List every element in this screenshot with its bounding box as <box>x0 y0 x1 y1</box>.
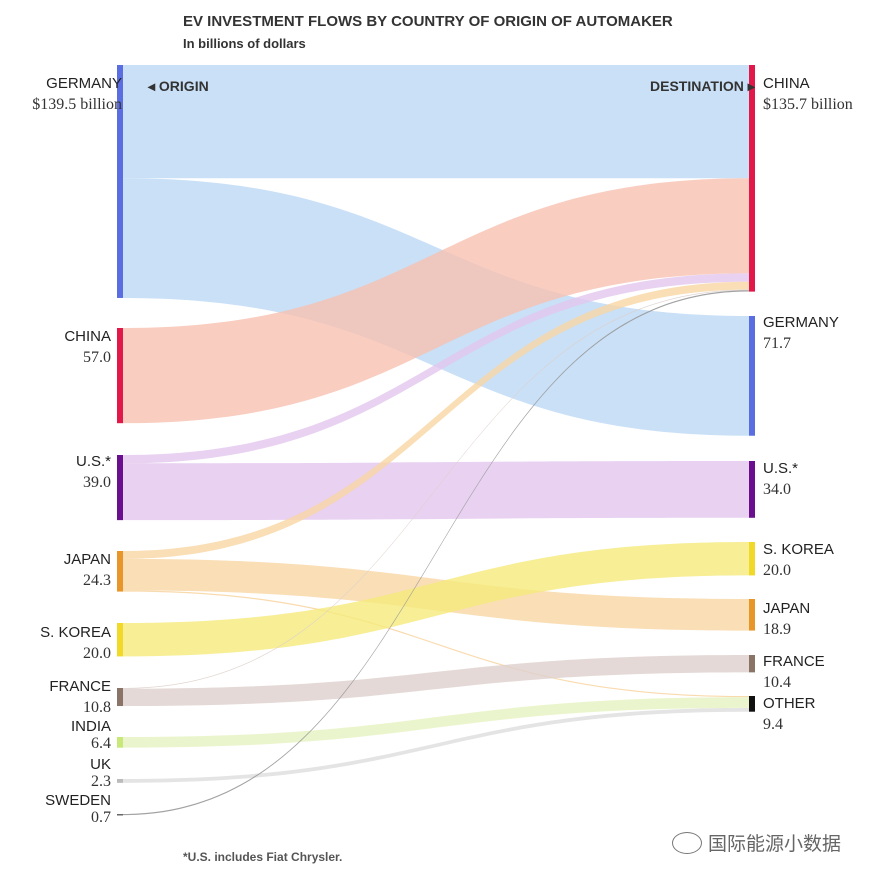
node-name: U.S.* <box>75 453 111 470</box>
destination-node-japan <box>749 599 755 631</box>
node-name: INDIA <box>70 718 111 735</box>
destination-node-germany <box>749 316 755 436</box>
source-node-germany <box>117 65 123 298</box>
source-label-japan: JAPAN 24.3 <box>64 552 111 589</box>
flow-india-to-other <box>123 697 749 748</box>
chart-subtitle: In billions of dollars <box>183 36 306 51</box>
flow-germany-to-china <box>123 65 749 179</box>
node-name: GERMANY <box>46 75 122 92</box>
destination-label-china: CHINA $135.7 billion <box>763 76 853 113</box>
node-value: 18.9 <box>763 621 791 638</box>
flow-france-to-china <box>123 289 749 689</box>
node-name: U.S.* <box>763 460 799 477</box>
source-node-china <box>117 328 123 424</box>
node-name: OTHER <box>763 695 816 712</box>
node-name: CHINA <box>64 328 111 345</box>
node-value: 2.3 <box>91 773 111 790</box>
source-label-india: INDIA 6.4 <box>71 719 111 752</box>
node-value: 20.0 <box>763 562 791 579</box>
node-name: S. KOREA <box>763 541 834 558</box>
source-label-france: FRANCE 10.8 <box>49 679 111 716</box>
node-value: 9.4 <box>763 716 783 733</box>
chart-title: EV INVESTMENT FLOWS BY COUNTRY OF ORIGIN… <box>183 13 673 30</box>
destination-label-us: U.S.* 34.0 <box>763 461 798 498</box>
destination-node-france <box>749 655 755 673</box>
destination-label-other: OTHER 9.4 <box>763 696 816 733</box>
destination-node-china <box>749 65 755 292</box>
node-value: $135.7 billion <box>763 96 853 113</box>
destination-label-france: FRANCE 10.4 <box>763 654 825 691</box>
node-name: CHINA <box>763 75 810 92</box>
node-name: JAPAN <box>63 551 111 568</box>
flow-france-to-france <box>123 655 749 707</box>
source-node-us <box>117 455 123 521</box>
node-value: 6.4 <box>91 735 111 752</box>
source-node-france <box>117 688 123 707</box>
wechat-icon <box>672 831 702 854</box>
node-name: FRANCE <box>49 678 111 695</box>
node-value: 57.0 <box>83 349 111 366</box>
destination-label-japan: JAPAN 18.9 <box>763 601 810 638</box>
caret-left-icon: ◂ <box>148 78 156 94</box>
source-label-china: CHINA 57.0 <box>64 329 111 366</box>
node-name: GERMANY <box>763 314 839 331</box>
source-label-sweden: SWEDEN 0.7 <box>45 793 111 826</box>
node-value: 20.0 <box>83 645 111 662</box>
flow-us-to-china <box>123 273 749 464</box>
destination-node-other <box>749 696 755 712</box>
flow-uk-to-other <box>123 707 749 783</box>
node-value: 39.0 <box>83 474 111 491</box>
destination-label-germany: GERMANY 71.7 <box>763 315 839 352</box>
flow-japan-to-other <box>123 590 749 698</box>
flow-sweden-to-china <box>123 290 749 816</box>
destination-node-skorea <box>749 542 755 576</box>
source-node-uk <box>117 779 123 783</box>
destination-header: DESTINATION ▸ <box>650 78 755 94</box>
node-name: UK <box>90 756 111 773</box>
source-label-skorea: S. KOREA 20.0 <box>40 625 111 662</box>
footnote: *U.S. includes Fiat Chrysler. <box>183 850 343 864</box>
node-value: 0.7 <box>91 809 111 826</box>
node-name: JAPAN <box>763 600 811 617</box>
destination-node-us <box>749 461 755 518</box>
node-value: $139.5 billion <box>32 96 122 113</box>
source-node-japan <box>117 551 123 592</box>
flow-china-to-china <box>123 178 749 424</box>
node-value: 10.4 <box>763 674 791 691</box>
node-value: 10.8 <box>83 699 111 716</box>
caret-right-icon: ▸ <box>747 78 755 94</box>
source-node-skorea <box>117 623 123 657</box>
node-name: S. KOREA <box>40 624 111 641</box>
node-value: 71.7 <box>763 335 791 352</box>
node-value: 34.0 <box>763 481 791 498</box>
flow-japan-to-china <box>123 281 749 559</box>
node-name: SWEDEN <box>45 792 111 809</box>
source-label-germany: GERMANY $139.5 billion <box>32 76 122 113</box>
source-node-india <box>117 737 123 748</box>
watermark: 国际能源小数据 <box>672 829 841 856</box>
origin-header: ◂ ORIGIN <box>148 78 209 94</box>
source-label-us: U.S.* 39.0 <box>76 454 111 491</box>
source-label-uk: UK 2.3 <box>90 757 111 790</box>
flow-skorea-to-skorea <box>123 542 749 657</box>
source-node-sweden <box>117 814 123 816</box>
node-name: FRANCE <box>763 653 825 670</box>
flow-us-to-us <box>123 461 749 521</box>
destination-label-skorea: S. KOREA 20.0 <box>763 542 834 579</box>
node-value: 24.3 <box>83 572 111 589</box>
